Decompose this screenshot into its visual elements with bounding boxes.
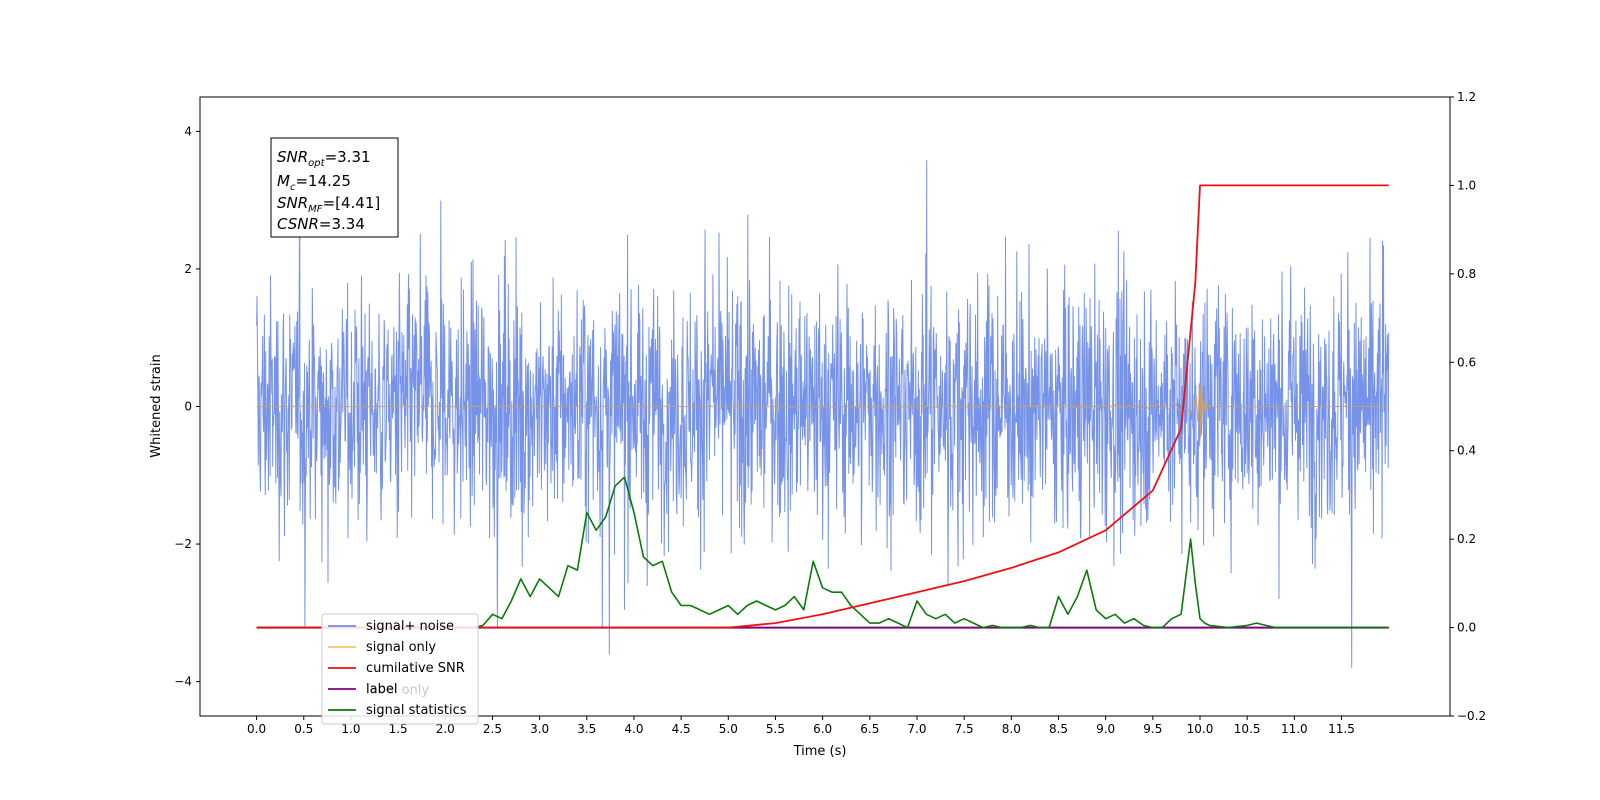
y-axis-left-ticks: 4 2 0 −2 −4: [174, 124, 200, 689]
legend-label: label: [366, 682, 397, 697]
y-left-tick-label: 2: [184, 262, 192, 276]
x-tick-label: 9.5: [1143, 722, 1162, 736]
x-tick-label: 7.5: [955, 722, 974, 736]
x-tick-label: 3.5: [577, 722, 596, 736]
x-tick-label: 4.0: [624, 722, 643, 736]
x-tick-label: 2.0: [436, 722, 455, 736]
y-left-tick-label: −2: [174, 537, 192, 551]
legend-ghost-text: label only: [366, 683, 429, 698]
x-tick-label: 7.0: [907, 722, 926, 736]
x-tick-label: 5.0: [719, 722, 738, 736]
legend: label only signal+ noise signal only cumil…: [321, 613, 479, 725]
x-tick-label: 9.0: [1096, 722, 1115, 736]
x-tick-label: 4.5: [672, 722, 691, 736]
legend-frame: [321, 613, 479, 725]
x-axis-label: Time (s): [793, 744, 847, 759]
legend-entries: signal+ noise signal only cumilative SNR la…: [328, 619, 467, 718]
x-tick-label: 11.5: [1328, 722, 1355, 736]
y-right-tick-label: 0.2: [1457, 532, 1476, 546]
stat-snr-opt: SNRopt=3.31: [277, 148, 371, 169]
y-axis-right-ticks: 1.2 1.0 0.8 0.6 0.4 0.2 0.0 −0.2: [1450, 90, 1486, 723]
legend-label: signal only: [366, 640, 436, 655]
series-signal-only: [256, 381, 1389, 439]
y-left-tick-label: 4: [184, 124, 192, 138]
y-right-tick-label: 0.0: [1457, 621, 1476, 635]
x-tick-label: 0.5: [294, 722, 313, 736]
y-axis-left-label: Whitened strain: [149, 354, 164, 457]
y-right-tick-label: −0.2: [1457, 709, 1486, 723]
stat-csnr: CSNR=3.34: [277, 215, 365, 233]
x-tick-label: 0.0: [247, 722, 266, 736]
x-tick-label: 1.0: [341, 722, 360, 736]
x-axis-ticks: 0.0 0.5 1.0 1.5 2.0 2.5 3.0 3.5 4.0 4.5 5.0 5.5 6.0 6…: [247, 716, 1355, 736]
stat-mc: Mc=14.25: [277, 172, 351, 193]
x-tick-label: 6.5: [860, 722, 879, 736]
y-right-tick-label: 0.4: [1457, 444, 1476, 458]
y-left-tick-label: 0: [184, 400, 192, 414]
x-tick-label: 10.0: [1187, 722, 1214, 736]
x-tick-label: 2.5: [483, 722, 502, 736]
stat-snr-mf: SNRMF=[4.41]: [277, 194, 380, 215]
x-tick-label: 1.5: [389, 722, 408, 736]
series-cumulative-snr: [256, 184, 1389, 629]
stats-box-frame: [270, 137, 399, 238]
legend-label: cumilative SNR: [366, 661, 465, 676]
x-tick-label: 11.0: [1281, 722, 1308, 736]
stats-box: SNRopt=3.31 Mc=14.25 SNRMF=[4.41] CSNR=3…: [270, 137, 399, 238]
x-tick-label: 8.5: [1049, 722, 1068, 736]
x-tick-label: 5.5: [766, 722, 785, 736]
y-right-tick-label: 0.6: [1457, 355, 1476, 369]
legend-label: signal statistics: [366, 703, 467, 718]
y-right-tick-label: 0.8: [1457, 267, 1476, 281]
y-right-tick-label: 1.0: [1457, 178, 1476, 192]
x-tick-label: 6.0: [813, 722, 832, 736]
x-tick-label: 3.0: [530, 722, 549, 736]
legend-label: signal+ noise: [366, 619, 454, 634]
series-signal-statistics: [256, 476, 1389, 629]
x-tick-label: 8.0: [1002, 722, 1021, 736]
y-right-tick-label: 1.2: [1457, 90, 1476, 104]
y-left-tick-label: −4: [174, 675, 192, 689]
x-tick-label: 10.5: [1234, 722, 1261, 736]
